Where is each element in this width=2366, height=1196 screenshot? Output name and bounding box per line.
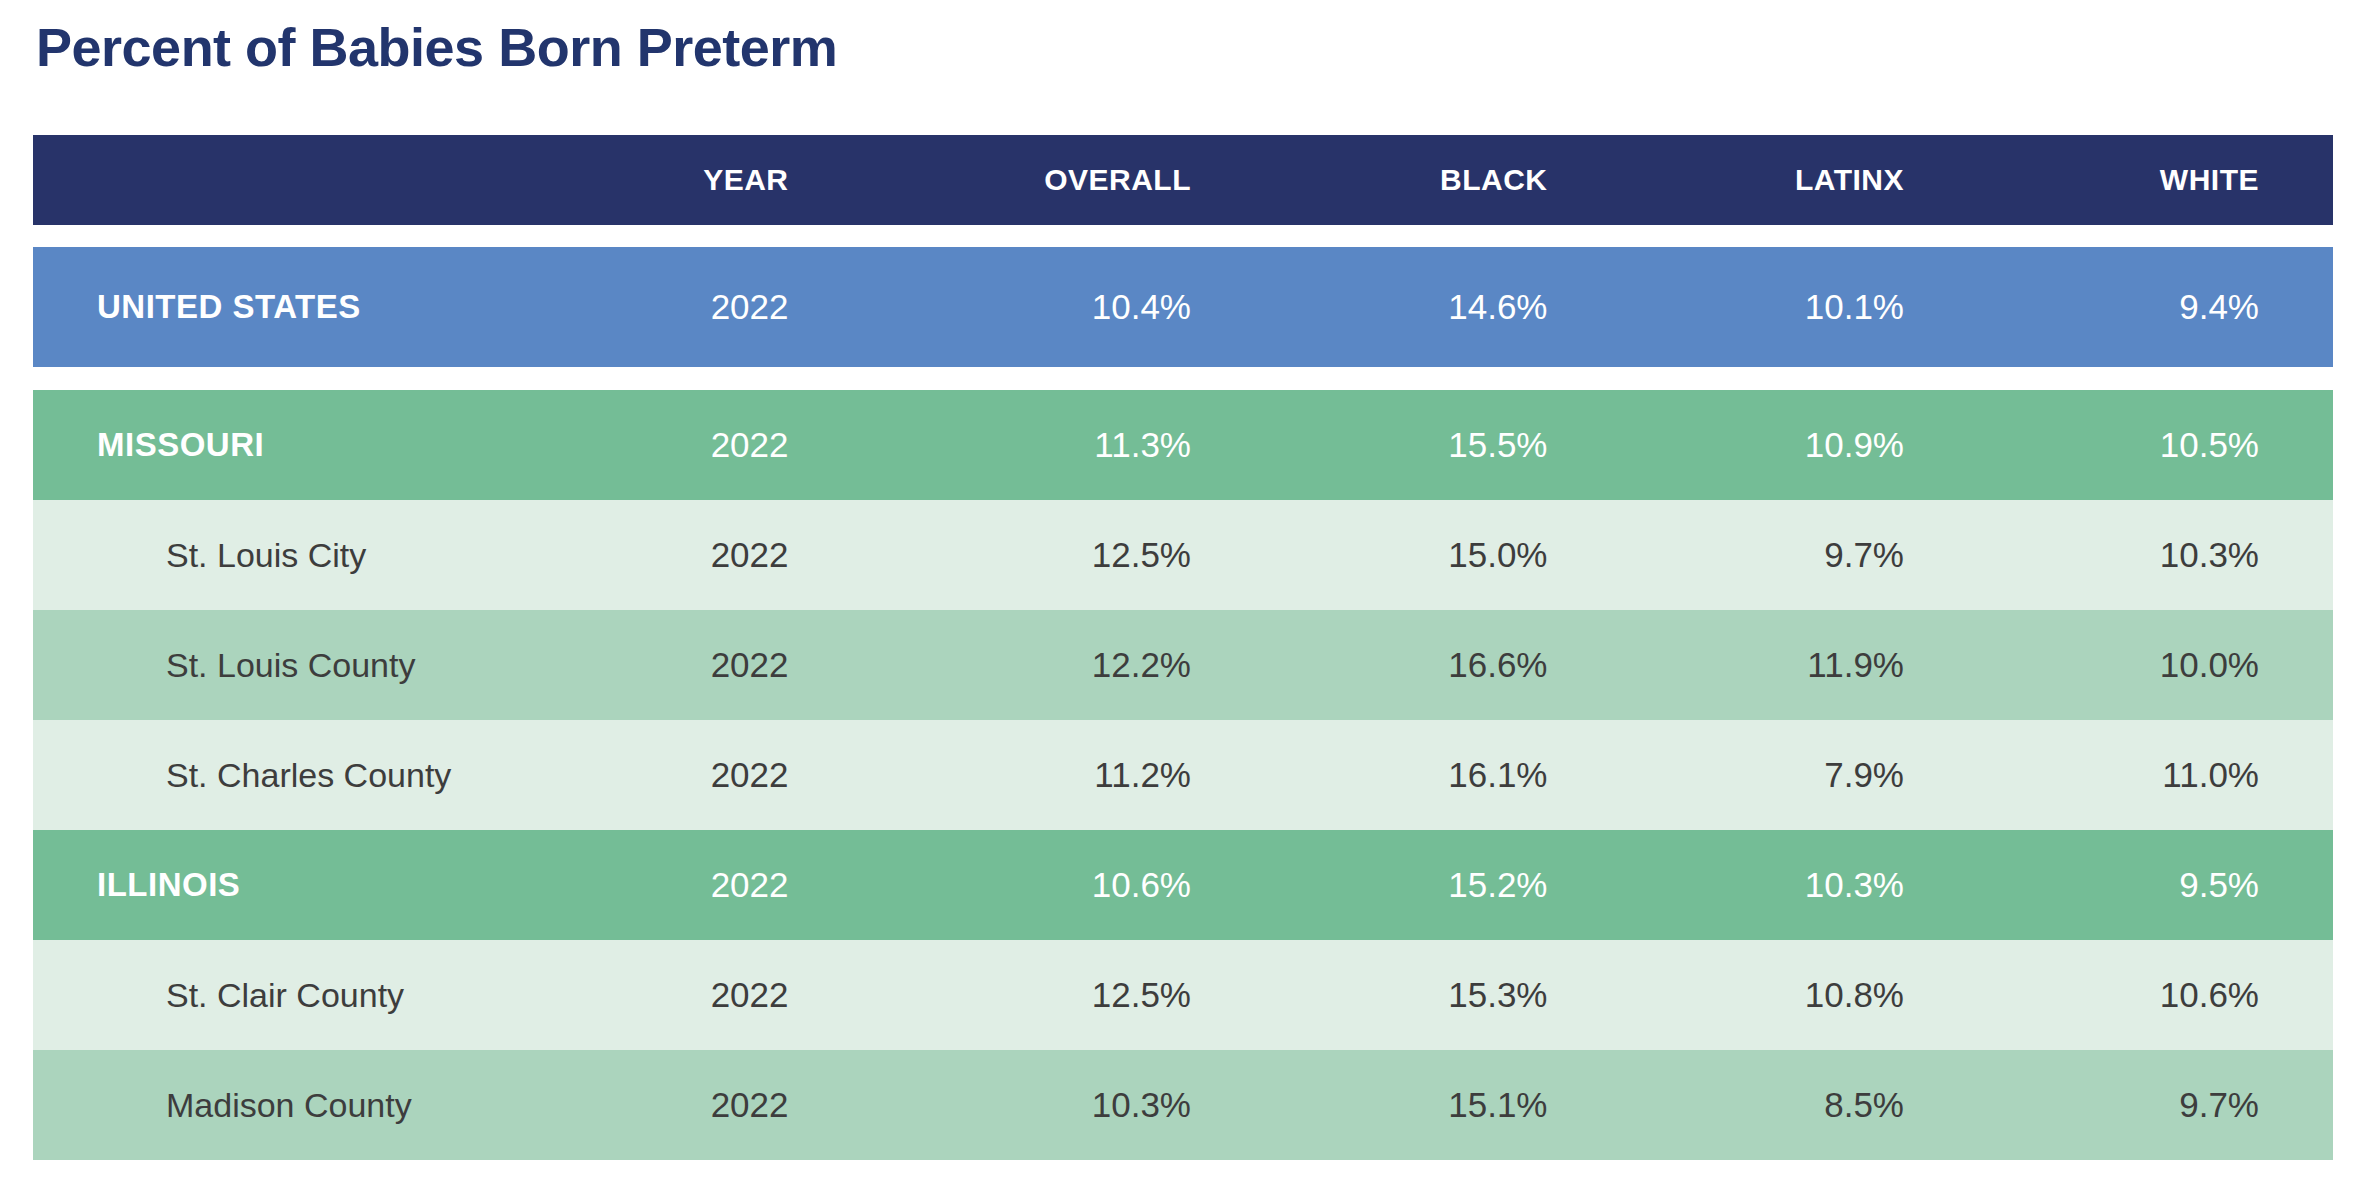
black-cell: 15.0%	[1229, 535, 1586, 575]
white-cell: 10.3%	[1942, 535, 2333, 575]
table-row-st-clair-county: St. Clair County 2022 12.5% 15.3% 10.8% …	[33, 940, 2333, 1050]
black-cell: 15.3%	[1229, 975, 1586, 1015]
year-cell: 2022	[562, 425, 827, 465]
overall-cell: 12.5%	[827, 535, 1230, 575]
overall-cell: 12.5%	[827, 975, 1230, 1015]
year-cell: 2022	[562, 287, 827, 327]
overall-cell: 11.2%	[827, 755, 1230, 795]
white-cell: 11.0%	[1942, 755, 2333, 795]
black-cell: 16.1%	[1229, 755, 1586, 795]
col-header-white: WHITE	[1942, 163, 2333, 197]
year-cell: 2022	[562, 975, 827, 1015]
latinx-cell: 10.3%	[1586, 865, 1943, 905]
latinx-cell: 8.5%	[1586, 1085, 1943, 1125]
latinx-cell: 7.9%	[1586, 755, 1943, 795]
row-label: Madison County	[33, 1086, 562, 1125]
table-row-madison-county: Madison County 2022 10.3% 15.1% 8.5% 9.7…	[33, 1050, 2333, 1160]
year-cell: 2022	[562, 645, 827, 685]
overall-cell: 12.2%	[827, 645, 1230, 685]
year-cell: 2022	[562, 755, 827, 795]
col-header-year: YEAR	[562, 163, 827, 197]
row-label: St. Charles County	[33, 756, 562, 795]
white-cell: 9.5%	[1942, 865, 2333, 905]
black-cell: 15.2%	[1229, 865, 1586, 905]
year-cell: 2022	[562, 535, 827, 575]
latinx-cell: 11.9%	[1586, 645, 1943, 685]
year-cell: 2022	[562, 865, 827, 905]
black-cell: 15.1%	[1229, 1085, 1586, 1125]
row-label: St. Louis City	[33, 536, 562, 575]
row-label: St. Louis County	[33, 646, 562, 685]
overall-cell: 11.3%	[827, 425, 1230, 465]
table-row-st-louis-county: St. Louis County 2022 12.2% 16.6% 11.9% …	[33, 610, 2333, 720]
white-cell: 9.7%	[1942, 1085, 2333, 1125]
white-cell: 10.5%	[1942, 425, 2333, 465]
table-row-st-louis-city: St. Louis City 2022 12.5% 15.0% 9.7% 10.…	[33, 500, 2333, 610]
latinx-cell: 10.1%	[1586, 287, 1943, 327]
page: Percent of Babies Born Preterm YEAR OVER…	[0, 0, 2366, 1196]
table-row-missouri: MISSOURI 2022 11.3% 15.5% 10.9% 10.5%	[33, 390, 2333, 500]
col-header-black: BLACK	[1229, 163, 1586, 197]
overall-cell: 10.3%	[827, 1085, 1230, 1125]
row-label: St. Clair County	[33, 976, 562, 1015]
black-cell: 16.6%	[1229, 645, 1586, 685]
table-row-united-states: UNITED STATES 2022 10.4% 14.6% 10.1% 9.4…	[33, 247, 2333, 367]
white-cell: 10.6%	[1942, 975, 2333, 1015]
overall-cell: 10.6%	[827, 865, 1230, 905]
col-header-latinx: LATINX	[1586, 163, 1943, 197]
row-label: UNITED STATES	[33, 288, 562, 326]
col-header-overall: OVERALL	[827, 163, 1230, 197]
row-label: ILLINOIS	[33, 866, 562, 904]
table-row-st-charles-county: St. Charles County 2022 11.2% 16.1% 7.9%…	[33, 720, 2333, 830]
page-title: Percent of Babies Born Preterm	[36, 16, 837, 78]
black-cell: 15.5%	[1229, 425, 1586, 465]
black-cell: 14.6%	[1229, 287, 1586, 327]
white-cell: 10.0%	[1942, 645, 2333, 685]
overall-cell: 10.4%	[827, 287, 1230, 327]
latinx-cell: 10.9%	[1586, 425, 1943, 465]
table-header-row: YEAR OVERALL BLACK LATINX WHITE	[33, 135, 2333, 225]
year-cell: 2022	[562, 1085, 827, 1125]
latinx-cell: 9.7%	[1586, 535, 1943, 575]
row-label: MISSOURI	[33, 426, 562, 464]
latinx-cell: 10.8%	[1586, 975, 1943, 1015]
table-row-illinois: ILLINOIS 2022 10.6% 15.2% 10.3% 9.5%	[33, 830, 2333, 940]
white-cell: 9.4%	[1942, 287, 2333, 327]
preterm-table: YEAR OVERALL BLACK LATINX WHITE UNITED S…	[33, 135, 2333, 1160]
